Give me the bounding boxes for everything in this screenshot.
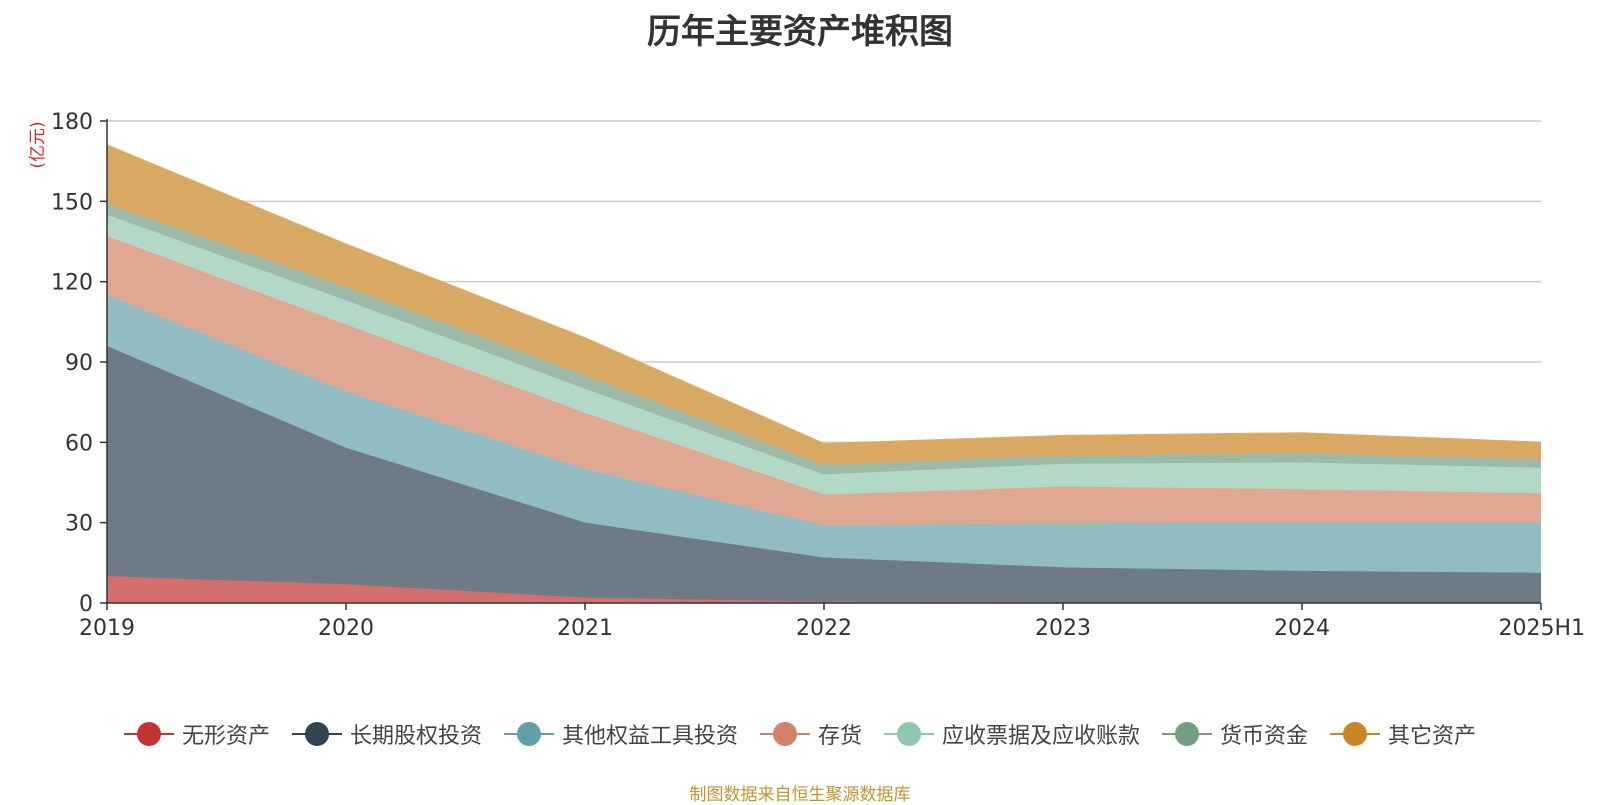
source-note: 制图数据来自恒生聚源数据库 — [689, 785, 911, 805]
x-tick-label: 2025H1 — [1498, 616, 1585, 641]
y-tick-label: 150 — [51, 190, 93, 215]
chart-title: 历年主要资产堆积图 — [647, 12, 953, 52]
y-tick-label: 120 — [51, 271, 93, 296]
x-tick-label: 2024 — [1274, 616, 1330, 641]
area-layers — [106, 144, 1542, 603]
legend-item-3[interactable]: 其他权益工具投资 — [503, 718, 738, 750]
y-tick-label: 30 — [65, 512, 93, 537]
area-series-5 — [107, 214, 1541, 495]
legend-marker-icon — [759, 722, 810, 746]
legend-item-5[interactable]: 应收票据及应收账款 — [884, 718, 1140, 750]
x-tick-label: 2019 — [79, 616, 135, 641]
area-series-1 — [107, 576, 1541, 603]
legend-label: 长期股权投资 — [349, 724, 482, 749]
area-series-4 — [107, 236, 1541, 526]
axes: 0 30 60 90 120 150 180 2019 2020 2021 2022 2023 2024… — [51, 110, 1585, 641]
legend-label: 其它资产 — [1388, 724, 1477, 749]
legend-item-6[interactable]: 货币资金 — [1162, 718, 1308, 750]
y-tick-label: 0 — [79, 592, 93, 617]
area-series-2-line — [106, 345, 1542, 574]
y-axis-unit-label: (亿元) — [28, 121, 48, 168]
legend-item-7[interactable]: 其它资产 — [1330, 718, 1476, 750]
area-series-7-line — [106, 144, 1542, 445]
stacked-area-chart: 0 30 60 90 120 150 180 2019 2020 2021 2022 2023 2024… — [28, 110, 1585, 641]
x-tick-label: 2020 — [318, 616, 374, 641]
y-tick-label: 90 — [65, 351, 93, 376]
legend-label: 其他权益工具投资 — [561, 724, 738, 749]
legend-item-1[interactable]: 无形资产 — [123, 718, 270, 750]
legend-item-4[interactable]: 存货 — [759, 718, 862, 750]
y-tick-label: 180 — [51, 110, 93, 135]
legend-marker-icon — [123, 722, 174, 746]
legend-item-2[interactable]: 长期股权投资 — [291, 718, 482, 750]
area-series-3 — [107, 295, 1541, 573]
legend-marker-icon — [884, 722, 934, 746]
legend-label: 货币资金 — [1220, 724, 1309, 749]
legend-marker-icon — [1330, 722, 1381, 746]
legend-label: 应收票据及应收账款 — [942, 724, 1141, 749]
x-tick-label: 2021 — [557, 616, 613, 641]
legend-label: 存货 — [817, 724, 862, 749]
x-tick-label: 2023 — [1035, 616, 1091, 641]
x-tick-label: 2022 — [796, 616, 852, 641]
y-tick-label: 60 — [65, 431, 93, 456]
legend-label: 无形资产 — [181, 724, 270, 749]
legend-marker-icon — [291, 722, 342, 746]
legend-marker-icon — [1162, 722, 1213, 746]
legend-marker-icon — [503, 722, 554, 746]
area-series-2 — [107, 345, 1541, 603]
legend: 无形资产 长期股权投资 其他权益工具投资 存货 应收票据及应收账款 货币资金 其它资产 — [0, 718, 1600, 750]
